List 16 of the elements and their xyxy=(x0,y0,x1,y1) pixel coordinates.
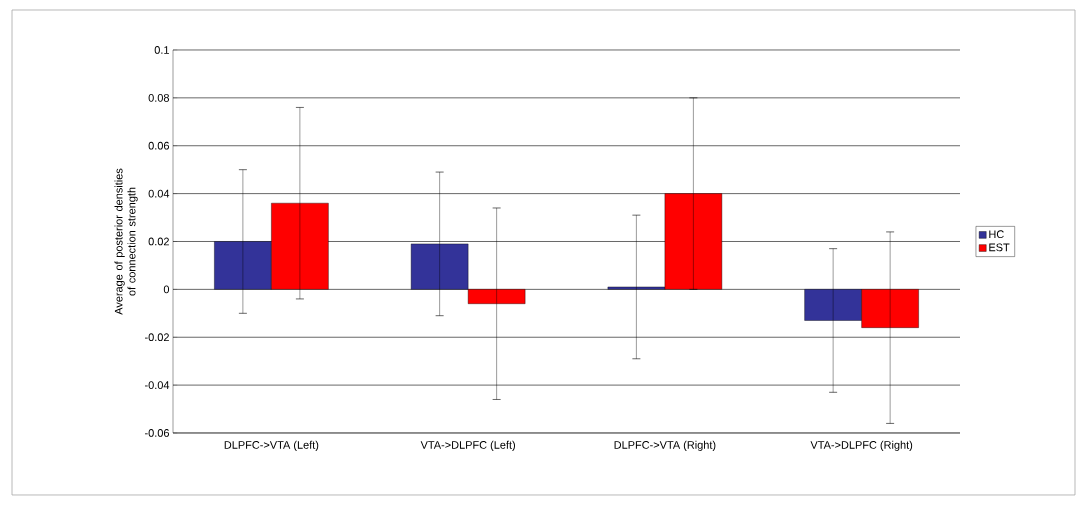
x-tick-label: DLPFC->VTA (Left) xyxy=(224,440,319,451)
y-tick-label: 0.04 xyxy=(148,189,170,198)
y-tick-label: 0.1 xyxy=(154,46,169,54)
y-tick-label: -0.04 xyxy=(145,381,170,389)
y-axis-title: Average of posterior densities of connection strength xyxy=(114,168,138,315)
x-tick-label: DLPFC->VTA (Right) xyxy=(614,440,716,451)
x-tick-label: VTA->DLPFC (Left) xyxy=(420,440,515,451)
legend-label: HC xyxy=(989,230,1004,239)
x-tick-label: VTA->DLPFC (Right) xyxy=(810,440,913,451)
y-tick-label: 0.08 xyxy=(148,93,169,102)
y-tick-label: 0.02 xyxy=(148,237,169,246)
y-tick-label: -0.02 xyxy=(145,333,169,342)
legend-label: EST xyxy=(989,243,1010,252)
y-tick-label: 0 xyxy=(163,285,170,294)
y-tick-label: 0.06 xyxy=(148,141,169,150)
y-tick-label: -0.06 xyxy=(145,429,169,437)
